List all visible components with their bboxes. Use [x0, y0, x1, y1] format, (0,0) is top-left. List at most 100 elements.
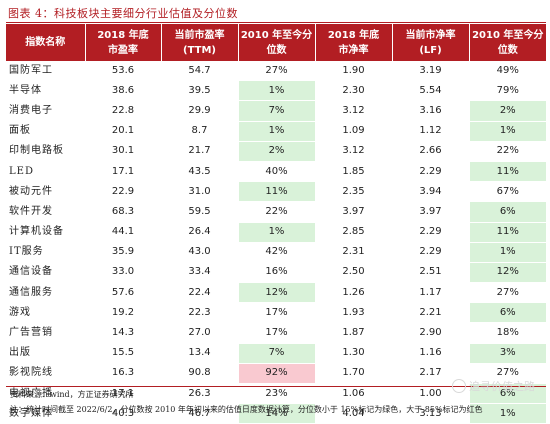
pb-2018-cell: 1.87	[315, 322, 393, 344]
pb-percentile-cell: 67%	[469, 181, 546, 203]
footnote: 注：统计时间截至 2022/6/2，分位数按 2010 年年初以来的估值日度数据…	[10, 405, 483, 414]
index-name-cell: 广告营销	[6, 322, 86, 344]
pe-percentile-cell: 1%	[238, 121, 316, 142]
pe-2018-cell: 19.2	[85, 302, 162, 324]
pe-current-cell: 26.4	[161, 222, 239, 243]
pb-2018-cell: 1.06	[315, 383, 393, 405]
pb-current-cell: 3.16	[392, 100, 470, 122]
pe-percentile-cell: 92%	[238, 363, 316, 385]
pe-percentile-cell: 1%	[238, 222, 316, 243]
table-row: 出版 15.5 13.4 7% 1.30 1.16 3%	[6, 343, 546, 364]
pb-current-cell: 2.21	[392, 302, 470, 324]
column-header-line: 2010 年至今分	[240, 29, 313, 41]
index-name-cell: 印制电路板	[6, 141, 86, 162]
pb-current-cell: 2.17	[392, 363, 470, 385]
table-row: 国防军工 53.6 54.7 27% 1.90 3.19 49%	[6, 61, 546, 82]
pb-percentile-cell: 27%	[469, 363, 546, 385]
pe-percentile-cell: 11%	[238, 181, 316, 203]
pe-current-cell: 39.5	[161, 80, 239, 102]
column-header-line: 2018 年底	[327, 29, 380, 41]
table-row: 被动元件 22.9 31.0 11% 2.35 3.94 67%	[6, 181, 546, 203]
pe-current-cell: 8.7	[161, 121, 239, 142]
pb-current-cell: 3.97	[392, 201, 470, 223]
table-row: 游戏 19.2 22.3 17% 1.93 2.21 6%	[6, 302, 546, 324]
pe-current-cell: 59.5	[161, 201, 239, 223]
pb-2018-cell: 2.30	[315, 80, 393, 102]
pe-2018-cell: 15.5	[85, 343, 162, 364]
pb-current-cell: 3.19	[392, 61, 470, 82]
pe-percentile-cell: 14%	[238, 403, 316, 424]
table-row: 印制电路板 30.1 21.7 2% 3.12 2.66 22%	[6, 141, 546, 162]
pe-2018-cell: 16.3	[85, 363, 162, 385]
pe-percentile-cell: 22%	[238, 201, 316, 223]
pe-2018-cell: 22.9	[85, 181, 162, 203]
valuation-table: 指数名称 2018 年底 市盈率 当前市盈率 (TTM) 2010 年至今分 位数 2018 …	[6, 24, 546, 424]
column-header-line: (TTM)	[183, 44, 216, 56]
index-name-cell: 国防军工	[6, 61, 86, 82]
pb-2018-cell: 3.97	[315, 201, 393, 223]
pb-2018-cell: 1.85	[315, 161, 393, 183]
pe-percentile-cell: 23%	[238, 383, 316, 405]
pb-current-cell: 2.29	[392, 222, 470, 243]
column-header-line: 当前市盈率	[174, 29, 225, 41]
pb-2018-cell: 1.09	[315, 121, 393, 142]
table-row: 通信设备 33.0 33.4 16% 2.50 2.51 12%	[6, 262, 546, 284]
pe-2018-cell: 44.1	[85, 222, 162, 243]
index-name-cell: 电视广播	[6, 383, 86, 405]
pb-current-cell: 2.90	[392, 322, 470, 344]
pe-2018-cell: 33.0	[85, 262, 162, 284]
column-header-line: (LF)	[419, 44, 442, 56]
table-row: 通信服务 57.6 22.4 12% 1.26 1.17 27%	[6, 282, 546, 304]
top-rule	[6, 22, 546, 23]
index-name-cell: 消费电子	[6, 100, 86, 122]
pe-2018-cell: 20.1	[85, 121, 162, 142]
pb-percentile-cell: 3%	[469, 343, 546, 364]
column-header-line: 2018 年底	[97, 29, 149, 41]
pb-2018-cell: 2.35	[315, 181, 393, 203]
pe-current-cell: 54.7	[161, 61, 239, 82]
pe-percentile-cell: 7%	[238, 343, 316, 364]
column-header: 2010 年至今分 位数	[469, 24, 546, 61]
pb-2018-cell: 3.12	[315, 141, 393, 162]
index-name-cell: IT服务	[6, 242, 86, 263]
table-row: 计算机设备 44.1 26.4 1% 2.85 2.29 11%	[6, 222, 546, 243]
pe-2018-cell: 22.8	[85, 100, 162, 122]
pe-percentile-cell: 7%	[238, 100, 316, 122]
table-row: LED 17.1 43.5 40% 1.85 2.29 11%	[6, 161, 546, 183]
column-header-line: 位数	[497, 44, 518, 56]
pe-current-cell: 21.7	[161, 141, 239, 162]
pb-percentile-cell: 2%	[469, 100, 546, 122]
pe-2018-cell: 68.3	[85, 201, 162, 223]
column-header-line: 市净率	[338, 44, 369, 56]
pe-percentile-cell: 42%	[238, 242, 316, 263]
table-row: 影视院线 16.3 90.8 92% 1.70 2.17 27%	[6, 363, 546, 385]
pb-current-cell: 2.51	[392, 262, 470, 284]
column-header-line: 当前市净率	[405, 29, 456, 41]
pb-2018-cell: 1.30	[315, 343, 393, 364]
pb-percentile-cell: 27%	[469, 282, 546, 304]
table-row: 电视广播 17.1 26.3 23% 1.06 1.00 6%	[6, 383, 546, 405]
pb-current-cell: 3.94	[392, 181, 470, 203]
table-row: 软件开发 68.3 59.5 22% 3.97 3.97 6%	[6, 201, 546, 223]
pe-current-cell: 43.0	[161, 242, 239, 263]
pe-2018-cell: 14.3	[85, 322, 162, 344]
column-header-line: 指数名称	[25, 37, 66, 48]
pb-current-cell: 1.00	[392, 383, 470, 405]
index-name-cell: 半导体	[6, 80, 86, 102]
pb-percentile-cell: 49%	[469, 61, 546, 82]
pe-2018-cell: 57.6	[85, 282, 162, 304]
source-note: 资料来源：wind，方正证券研究所	[10, 390, 134, 399]
pb-percentile-cell: 79%	[469, 80, 546, 102]
table-row: 数字媒体 40.3 46.7 14% 4.04 3.13 1%	[6, 403, 546, 424]
pe-2018-cell: 30.1	[85, 141, 162, 162]
pb-current-cell: 1.12	[392, 121, 470, 142]
pb-2018-cell: 2.50	[315, 262, 393, 284]
index-name-cell: 出版	[6, 343, 86, 364]
pe-current-cell: 27.0	[161, 322, 239, 344]
pe-current-cell: 22.4	[161, 282, 239, 304]
pb-percentile-cell: 11%	[469, 222, 546, 243]
pe-current-cell: 43.5	[161, 161, 239, 183]
index-name-cell: 软件开发	[6, 201, 86, 223]
column-header: 当前市盈率 (TTM)	[161, 24, 239, 61]
column-header-line: 市盈率	[108, 44, 138, 56]
